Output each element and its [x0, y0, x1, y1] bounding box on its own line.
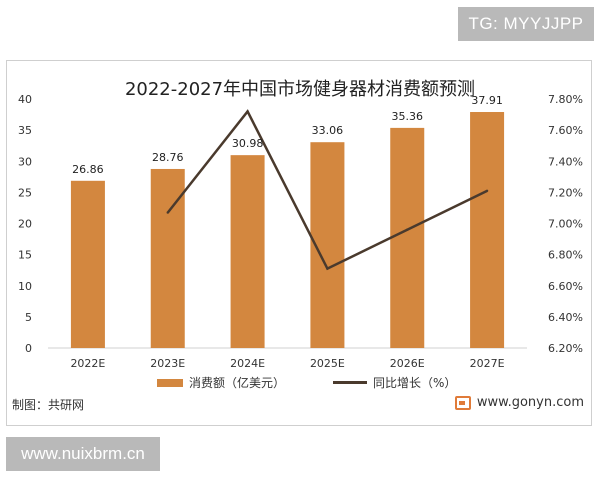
chart-legend: 消费额（亿美元） 同比增长（%）	[0, 374, 600, 390]
y-left-tick-label-8: 40	[18, 93, 32, 106]
bar-2022E	[70, 180, 105, 348]
x-tick-label-2022E: 2022E	[70, 357, 105, 370]
bar-2027E	[470, 112, 505, 348]
y-left-tick-label-4: 20	[18, 218, 32, 231]
y-right-tick-label-0: 6.20%	[548, 342, 583, 355]
x-tick-label-2027E: 2027E	[470, 357, 505, 370]
y-left-tick-label-5: 25	[18, 186, 32, 199]
y-right-tick-label-2: 6.60%	[548, 280, 583, 293]
bar-value-label-2026E: 35.36	[392, 110, 424, 123]
x-tick-label-2026E: 2026E	[390, 357, 425, 370]
site-url: www.gonyn.com	[476, 395, 584, 410]
y-right-tick-label-7: 7.60%	[548, 124, 583, 137]
x-tick-label-2024E: 2024E	[230, 357, 265, 370]
y-right-tick-label-1: 6.40%	[548, 311, 583, 324]
y-right-tick-label-8: 7.80%	[548, 93, 583, 106]
url-watermark: www.nuixbrm.cn	[6, 437, 160, 471]
legend-item-consumption: 消费额（亿美元）	[157, 374, 285, 391]
y-right-tick-label-3: 6.80%	[548, 249, 583, 262]
y-right-tick-label-6: 7.40%	[548, 155, 583, 168]
legend-label-consumption: 消费额（亿美元）	[189, 376, 286, 390]
legend-label-growth: 同比增长（%）	[373, 376, 457, 390]
growth-point-2023E	[166, 211, 169, 214]
telegram-watermark: TG: MYYJJPP	[458, 7, 594, 41]
y-right-tick-label-4: 7.00%	[548, 218, 583, 231]
legend-item-growth: 同比增长（%）	[333, 374, 456, 391]
gonyn-logo-icon	[454, 395, 471, 410]
growth-point-2027E	[485, 189, 489, 193]
y-left-tick-label-0: 0	[25, 342, 32, 355]
bar-value-label-2023E: 28.76	[152, 151, 184, 164]
bar-value-label-2022E: 26.86	[72, 163, 104, 176]
bar-value-label-2025E: 33.06	[312, 124, 344, 137]
source-credit: 制图：共研网	[12, 398, 85, 412]
growth-point-2025E	[326, 267, 329, 270]
bar-value-label-2024E: 30.98	[232, 137, 264, 150]
growth-point-2024E	[246, 110, 249, 113]
bar-2024E	[230, 155, 265, 348]
x-tick-label-2023E: 2023E	[150, 357, 185, 370]
chart-title: 2022-2027年中国市场健身器材消费额预测	[125, 79, 475, 100]
y-left-tick-label-7: 35	[18, 124, 32, 137]
site-credit[interactable]: www.gonyn.com	[454, 395, 584, 410]
legend-swatch-bar	[157, 378, 183, 387]
y-left-tick-label-1: 5	[25, 311, 32, 324]
y-right-tick-label-5: 7.20%	[548, 186, 583, 199]
bar-value-label-2027E: 37.91	[471, 94, 503, 107]
legend-swatch-line	[333, 381, 367, 384]
growth-point-2026E	[406, 228, 409, 231]
y-left-tick-label-6: 30	[18, 155, 32, 168]
y-left-tick-label-3: 15	[18, 249, 32, 262]
y-left-tick-label-2: 10	[18, 280, 32, 293]
x-tick-label-2025E: 2025E	[310, 357, 345, 370]
bar-2026E	[390, 127, 425, 348]
